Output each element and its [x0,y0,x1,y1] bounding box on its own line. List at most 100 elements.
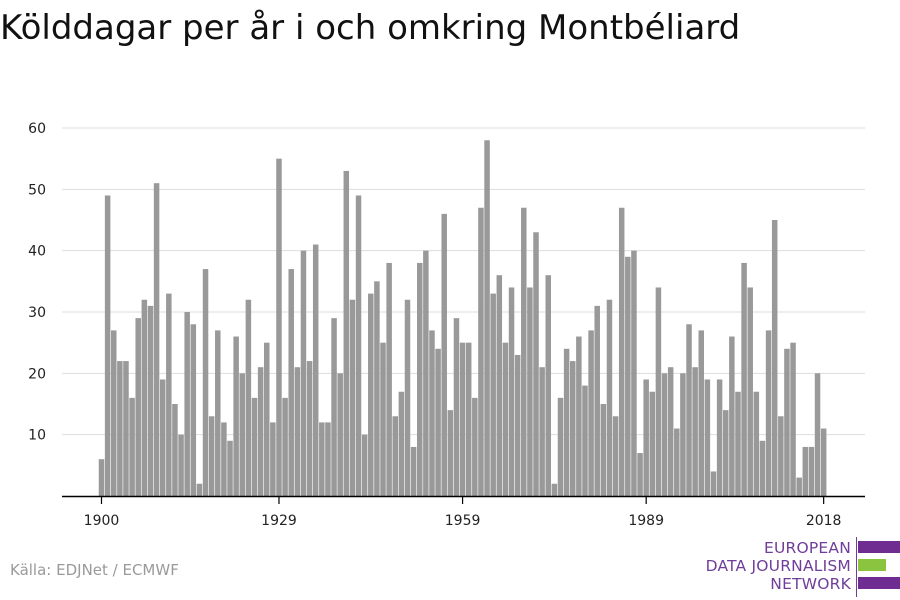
bar-1975[interactable] [557,397,564,496]
bar-1911[interactable] [166,293,172,496]
bar-1955[interactable] [435,348,441,496]
bar-1934[interactable] [306,361,313,496]
bar-1945[interactable] [374,281,380,496]
bar-1914[interactable] [184,312,190,496]
bar-1928[interactable] [270,422,276,496]
bar-1951[interactable] [410,446,417,496]
bar-1904[interactable] [123,361,129,496]
bar-1924[interactable] [245,299,252,496]
bar-1942[interactable] [355,195,362,496]
bar-1988[interactable] [637,453,643,496]
bar-1954[interactable] [429,330,435,496]
bar-1997[interactable] [692,367,698,496]
bar-1960[interactable] [465,342,472,496]
bar-1947[interactable] [386,262,392,496]
bar-1900[interactable] [98,459,105,496]
bar-2004[interactable] [735,391,741,496]
bar-2017[interactable] [814,373,821,496]
bar-1966[interactable] [502,342,509,496]
bar-1999[interactable] [704,379,711,496]
bar-2010[interactable] [771,220,778,496]
bar-1974[interactable] [551,483,558,496]
bar-1980[interactable] [588,330,594,496]
bar-1961[interactable] [472,397,478,496]
bar-1918[interactable] [208,416,215,496]
bar-1962[interactable] [478,207,484,497]
bar-1989[interactable] [643,379,649,496]
bar-1984[interactable] [612,416,619,496]
bar-1971[interactable] [533,232,539,496]
bar-1995[interactable] [680,373,686,496]
bar-1939[interactable] [337,373,343,496]
bar-1964[interactable] [490,293,496,496]
bar-1933[interactable] [300,250,307,496]
edjnet-logo[interactable]: EUROPEAN DATA JOURNALISM NETWORK [700,537,900,597]
bar-1929[interactable] [276,158,282,497]
bar-1972[interactable] [539,367,545,496]
bar-2013[interactable] [790,342,796,496]
bar-1979[interactable] [582,385,588,496]
bar-1910[interactable] [159,379,166,496]
bar-1906[interactable] [135,318,141,496]
bar-2018[interactable] [820,428,827,496]
bar-1943[interactable] [361,434,368,496]
bar-1941[interactable] [349,299,356,496]
bar-2014[interactable] [796,477,802,496]
bar-1968[interactable] [514,354,521,496]
bar-1987[interactable] [631,250,637,496]
bar-1927[interactable] [263,342,270,496]
bar-1950[interactable] [404,299,411,496]
bar-1922[interactable] [233,336,239,496]
bar-2007[interactable] [753,391,760,496]
bar-1930[interactable] [282,397,288,496]
bar-1916[interactable] [196,483,203,496]
bar-2015[interactable] [802,446,809,496]
bar-1931[interactable] [288,269,294,496]
bar-1986[interactable] [625,256,631,496]
bar-2006[interactable] [747,287,753,496]
bar-1982[interactable] [600,404,607,496]
bar-1970[interactable] [527,287,533,496]
bar-1932[interactable] [294,367,301,496]
bar-1981[interactable] [594,305,600,496]
bar-1959[interactable] [459,342,466,496]
bar-1901[interactable] [104,195,111,496]
bar-1991[interactable] [655,287,662,496]
bar-2012[interactable] [784,348,790,496]
bar-1978[interactable] [576,336,582,496]
bar-1936[interactable] [319,422,325,496]
bar-2009[interactable] [765,330,772,496]
bar-1915[interactable] [190,324,197,496]
bar-1993[interactable] [667,367,674,496]
bar-2003[interactable] [729,336,735,496]
bar-1925[interactable] [251,397,258,496]
bar-1913[interactable] [178,434,184,496]
bar-1940[interactable] [343,170,350,496]
bar-1909[interactable] [153,183,160,496]
bar-1902[interactable] [110,330,117,496]
bar-2005[interactable] [741,262,747,496]
bar-1912[interactable] [172,404,178,496]
bar-2001[interactable] [716,379,723,496]
bar-1977[interactable] [569,361,576,496]
bar-1907[interactable] [141,299,148,496]
bar-1908[interactable] [147,305,154,496]
bar-1969[interactable] [521,207,527,497]
bar-1976[interactable] [563,348,570,496]
bar-1963[interactable] [484,140,490,496]
bar-1990[interactable] [649,391,656,496]
bar-1903[interactable] [117,361,123,496]
bar-1994[interactable] [674,428,680,496]
bar-2008[interactable] [759,440,766,496]
bar-1923[interactable] [239,373,246,496]
bar-1935[interactable] [312,244,319,496]
bar-1938[interactable] [331,318,337,496]
bar-1957[interactable] [447,410,454,496]
bar-1949[interactable] [398,391,405,496]
bar-1973[interactable] [545,275,552,496]
bar-1953[interactable] [423,250,429,496]
bar-1919[interactable] [215,330,221,496]
bar-1985[interactable] [618,207,625,497]
bar-1920[interactable] [221,422,227,496]
bar-1905[interactable] [129,397,135,496]
